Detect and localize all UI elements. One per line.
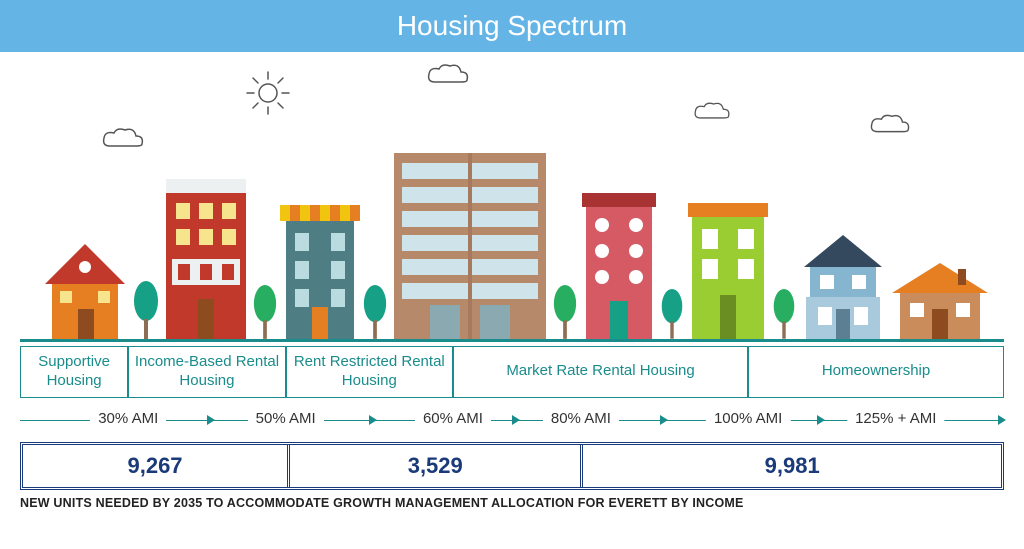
- ami-tick: 125% + AMI: [847, 410, 944, 427]
- category-row: Supportive Housing Income-Based Rental H…: [20, 346, 1004, 398]
- category-cell: Homeownership: [748, 346, 1004, 398]
- cloud-icon: [868, 112, 912, 141]
- unit-count: 3,529: [287, 445, 580, 487]
- category-cell: Income-Based Rental Housing: [128, 346, 285, 398]
- tree-icon: [552, 283, 578, 339]
- category-cell: Rent Restricted Rental Housing: [286, 346, 453, 398]
- tree-icon: [660, 287, 684, 339]
- category-cell: Supportive Housing: [20, 346, 128, 398]
- infographic-body: Supportive Housing Income-Based Rental H…: [0, 52, 1024, 510]
- sky-area: [20, 52, 1004, 152]
- building-apartment: [280, 199, 360, 339]
- tree-icon: [132, 279, 160, 339]
- ami-tick: 100% AMI: [706, 410, 790, 427]
- tree-icon: [772, 287, 796, 339]
- building-office: [390, 149, 550, 339]
- ami-tick: 30% AMI: [90, 410, 166, 427]
- unit-count: 9,267: [23, 445, 287, 487]
- ami-tick: 50% AMI: [248, 410, 324, 427]
- ami-axis: 30% AMI 50% AMI 60% AMI 80% AMI 100% AMI…: [20, 404, 1004, 438]
- tree-icon: [362, 283, 388, 339]
- sun-icon: [245, 70, 291, 121]
- page-title: Housing Spectrum: [0, 0, 1024, 52]
- cloud-icon: [692, 100, 732, 127]
- cloud-icon: [425, 62, 471, 91]
- ami-tick: 60% AMI: [415, 410, 491, 427]
- building-house: [40, 229, 130, 339]
- footer-caption: NEW UNITS NEEDED BY 2035 TO ACCOMMODATE …: [20, 496, 1004, 510]
- building-house: [798, 229, 888, 339]
- building-apartment: [580, 189, 658, 339]
- unit-counts-row: 9,267 3,529 9,981: [20, 442, 1004, 490]
- tree-icon: [252, 283, 278, 339]
- building-apartment: [686, 199, 770, 339]
- category-cell: Market Rate Rental Housing: [453, 346, 748, 398]
- building-house: [890, 259, 990, 339]
- ami-tick: 80% AMI: [543, 410, 619, 427]
- cloud-icon: [100, 126, 146, 155]
- building-apartment: [162, 179, 250, 339]
- buildings-skyline: [20, 152, 1004, 342]
- unit-count: 9,981: [580, 445, 1001, 487]
